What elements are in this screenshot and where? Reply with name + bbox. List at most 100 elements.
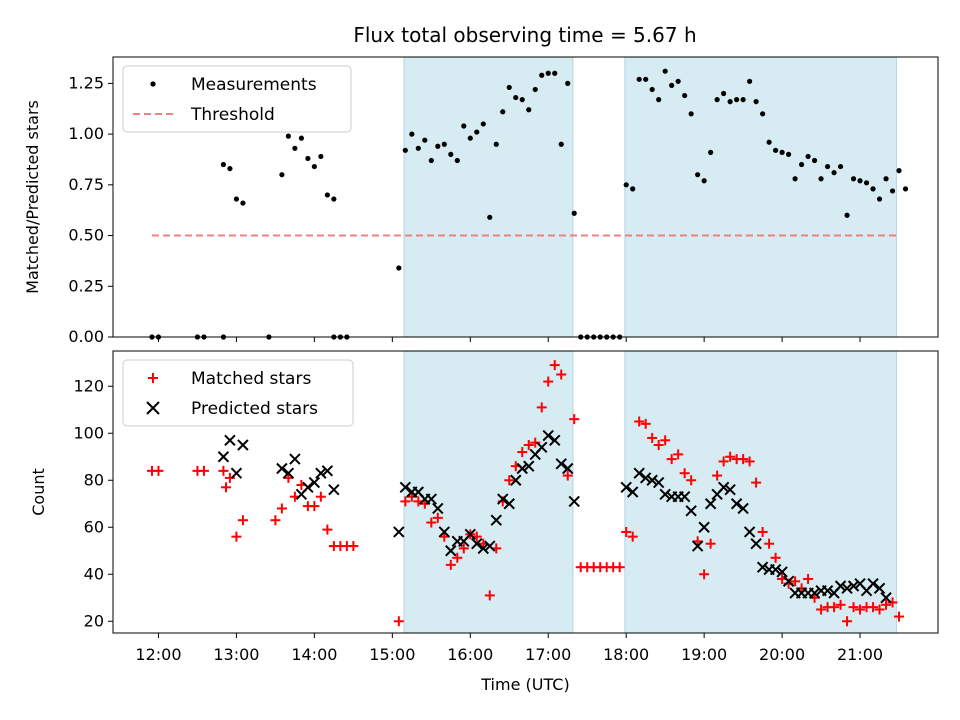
y-tick-label: 80	[84, 470, 104, 489]
legend: Matched stars Predicted stars	[122, 359, 354, 427]
predicted-point-b	[542, 429, 554, 442]
predicted-point-b	[730, 498, 743, 510]
measurement-point	[785, 151, 792, 157]
predicted-point	[698, 521, 710, 533]
matched-point	[153, 465, 164, 476]
predicted-point	[867, 577, 879, 590]
predicted-point-b	[847, 580, 860, 592]
matched-point	[452, 552, 463, 563]
measurement-point	[649, 86, 655, 93]
predicted-point-b	[620, 481, 632, 494]
predicted-point-b	[321, 465, 334, 477]
matched-point	[751, 477, 762, 488]
shaded-interval	[403, 56, 574, 338]
matched-point	[309, 501, 320, 512]
predicted-point-b	[834, 580, 847, 592]
measurement-point	[701, 178, 707, 184]
predicted-point	[445, 545, 457, 557]
measurement-point	[753, 99, 759, 105]
matched-point	[803, 573, 814, 584]
measurement-point	[448, 151, 454, 157]
measurement-point	[298, 135, 304, 141]
measurement-point	[662, 68, 668, 74]
predicted-point	[782, 575, 795, 588]
y-tick-label: 120	[73, 376, 104, 395]
matched-point	[614, 562, 625, 573]
matched-point	[757, 526, 768, 537]
predicted-point	[633, 467, 645, 479]
predicted-point-b	[484, 540, 496, 552]
matched-point	[770, 552, 781, 563]
predicted-point-b	[698, 521, 710, 533]
measurement-point	[844, 212, 850, 218]
predicted-point-b	[652, 476, 665, 489]
matched-point	[393, 616, 404, 627]
predicted-point-b	[308, 476, 321, 489]
matched-point	[653, 440, 664, 450]
matched-point	[666, 454, 677, 465]
measurement-point	[311, 163, 317, 170]
predicted-point-b	[626, 486, 639, 498]
matched-point	[276, 503, 287, 514]
measurement-point	[454, 157, 460, 164]
axes-frame	[112, 56, 939, 338]
predicted-point-b	[282, 467, 295, 479]
predicted-point-b	[685, 505, 697, 517]
legend-marker-predicted-b	[146, 401, 160, 415]
matched-point	[725, 451, 736, 462]
matched-point	[556, 369, 567, 380]
predicted-point	[626, 486, 639, 498]
y-axis-label: Matched/Predicted stars	[23, 100, 42, 294]
predicted-point-b	[549, 434, 561, 447]
predicted-point	[393, 526, 405, 538]
predicted-point	[477, 542, 489, 555]
predicted-point	[562, 462, 574, 475]
matched-point	[816, 604, 827, 615]
matched-point	[835, 599, 846, 610]
matched-point	[627, 531, 638, 542]
matched-point	[634, 416, 645, 427]
measurement-point	[558, 141, 564, 147]
predicted-point-b	[425, 493, 438, 505]
predicted-point-b	[737, 502, 749, 515]
measurement-point	[688, 111, 694, 117]
matched-point	[894, 611, 905, 622]
measurement-point	[233, 196, 240, 202]
predicted-point-b	[289, 453, 301, 465]
predicted-point	[523, 460, 535, 472]
chart-title: Flux total observing time = 5.67 h	[353, 23, 696, 47]
predicted-point	[704, 498, 717, 510]
predicted-point-b	[562, 462, 574, 475]
predicted-point	[549, 434, 561, 447]
y-tick-label: 1.00	[68, 124, 104, 143]
predicted-point-b	[659, 488, 671, 501]
predicted-point-b	[237, 439, 249, 451]
predicted-point-b	[756, 561, 769, 573]
measurement-point	[857, 178, 863, 184]
measurement-point	[818, 176, 824, 182]
matched-point	[874, 604, 885, 615]
measurement-point	[565, 80, 571, 86]
x-tick-label: 20:00	[759, 645, 805, 664]
predicted-point	[743, 526, 756, 538]
matched-point	[530, 437, 541, 448]
matched-point	[536, 402, 547, 413]
x-axis-label: Time (UTC)	[480, 675, 569, 694]
matched-point	[855, 604, 866, 615]
measurement-point	[422, 137, 428, 143]
predicted-point-b	[678, 490, 691, 503]
predicted-point	[646, 474, 658, 486]
matched-point	[712, 470, 723, 481]
predicted-point-b	[724, 483, 736, 496]
measurement-point	[760, 111, 766, 117]
measurement-point	[675, 78, 681, 84]
matched-point	[517, 447, 528, 458]
y-tick-label: 60	[84, 517, 104, 536]
predicted-point	[717, 481, 730, 494]
predicted-point	[880, 592, 892, 604]
predicted-point-b	[776, 566, 788, 578]
measurement-point	[902, 186, 909, 192]
matched-point	[868, 602, 879, 613]
predicted-point	[224, 434, 236, 447]
